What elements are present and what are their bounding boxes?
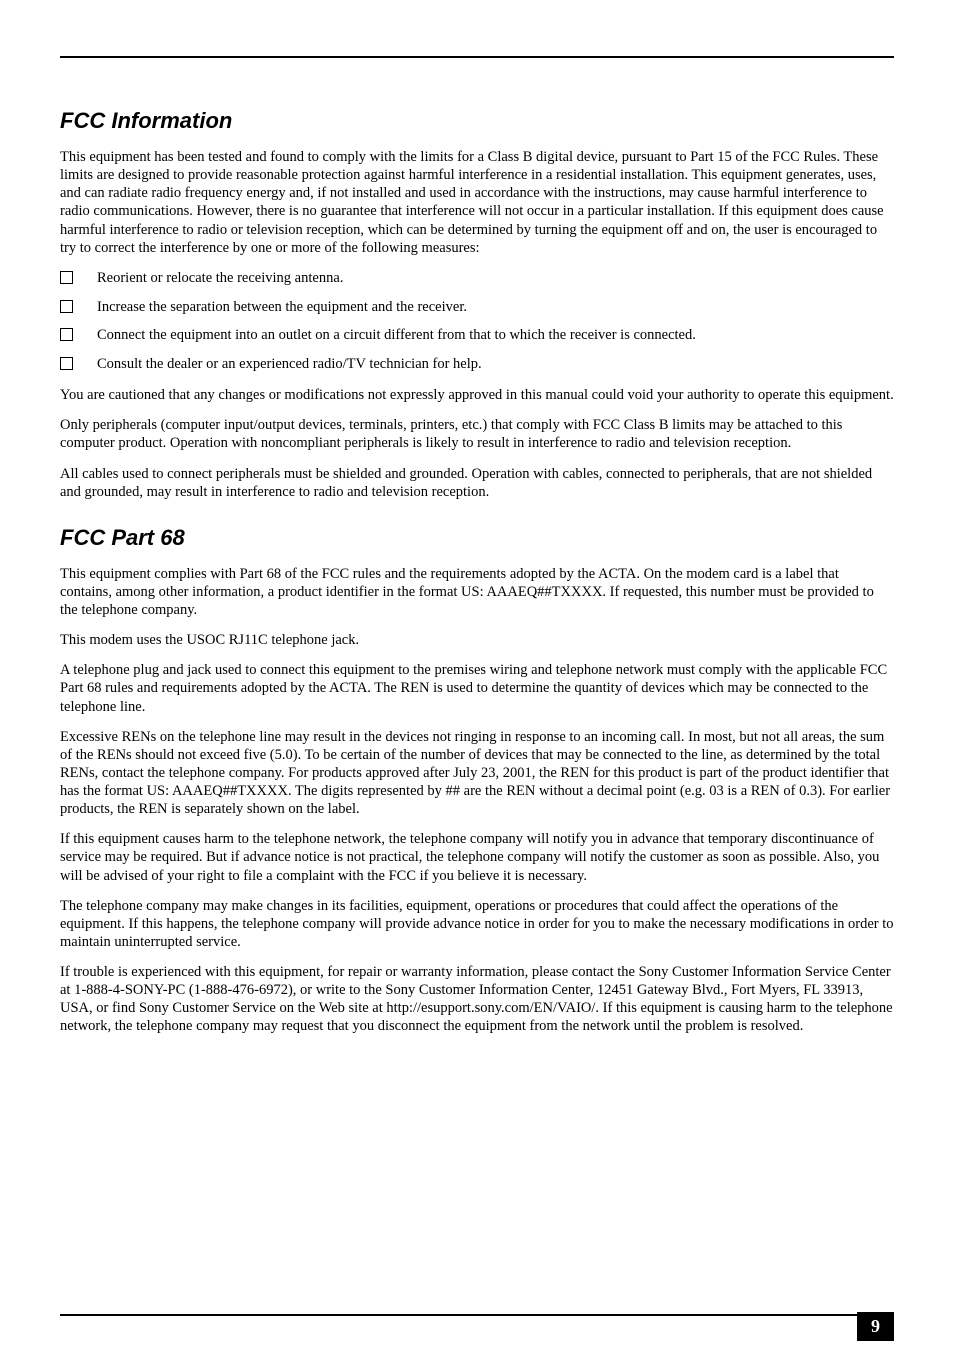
fcc-part68-para1: This equipment complies with Part 68 of … xyxy=(60,565,894,619)
top-rule xyxy=(60,56,894,58)
fcc-part68-para2: This modem uses the USOC RJ11C telephone… xyxy=(60,631,894,649)
bullet-text: Reorient or relocate the receiving anten… xyxy=(97,269,894,288)
fcc-info-bullets: Reorient or relocate the receiving anten… xyxy=(60,269,894,374)
fcc-part68-para7: If trouble is experienced with this equi… xyxy=(60,963,894,1036)
checkbox-icon xyxy=(60,328,73,341)
list-item: Consult the dealer or an experienced rad… xyxy=(60,355,894,374)
footer-rule xyxy=(60,1314,894,1316)
fcc-part68-para5: If this equipment causes harm to the tel… xyxy=(60,830,894,884)
checkbox-icon xyxy=(60,271,73,284)
fcc-info-para2: Only peripherals (computer input/output … xyxy=(60,416,894,452)
footer: 9 xyxy=(60,1314,894,1316)
fcc-info-heading: FCC Information xyxy=(60,108,894,134)
list-item: Reorient or relocate the receiving anten… xyxy=(60,269,894,288)
fcc-part68-para3: A telephone plug and jack used to connec… xyxy=(60,661,894,715)
fcc-info-para3: All cables used to connect peripherals m… xyxy=(60,465,894,501)
bullet-text: Increase the separation between the equi… xyxy=(97,298,894,317)
fcc-info-intro: This equipment has been tested and found… xyxy=(60,148,894,257)
checkbox-icon xyxy=(60,357,73,370)
list-item: Connect the equipment into an outlet on … xyxy=(60,326,894,345)
fcc-part68-heading: FCC Part 68 xyxy=(60,525,894,551)
fcc-info-para1: You are cautioned that any changes or mo… xyxy=(60,386,894,404)
bullet-text: Consult the dealer or an experienced rad… xyxy=(97,355,894,374)
checkbox-icon xyxy=(60,300,73,313)
bullet-text: Connect the equipment into an outlet on … xyxy=(97,326,894,345)
list-item: Increase the separation between the equi… xyxy=(60,298,894,317)
page-number: 9 xyxy=(857,1312,894,1341)
fcc-part68-para6: The telephone company may make changes i… xyxy=(60,897,894,951)
page-container: FCC Information This equipment has been … xyxy=(0,0,954,1088)
fcc-part68-para4: Excessive RENs on the telephone line may… xyxy=(60,728,894,819)
